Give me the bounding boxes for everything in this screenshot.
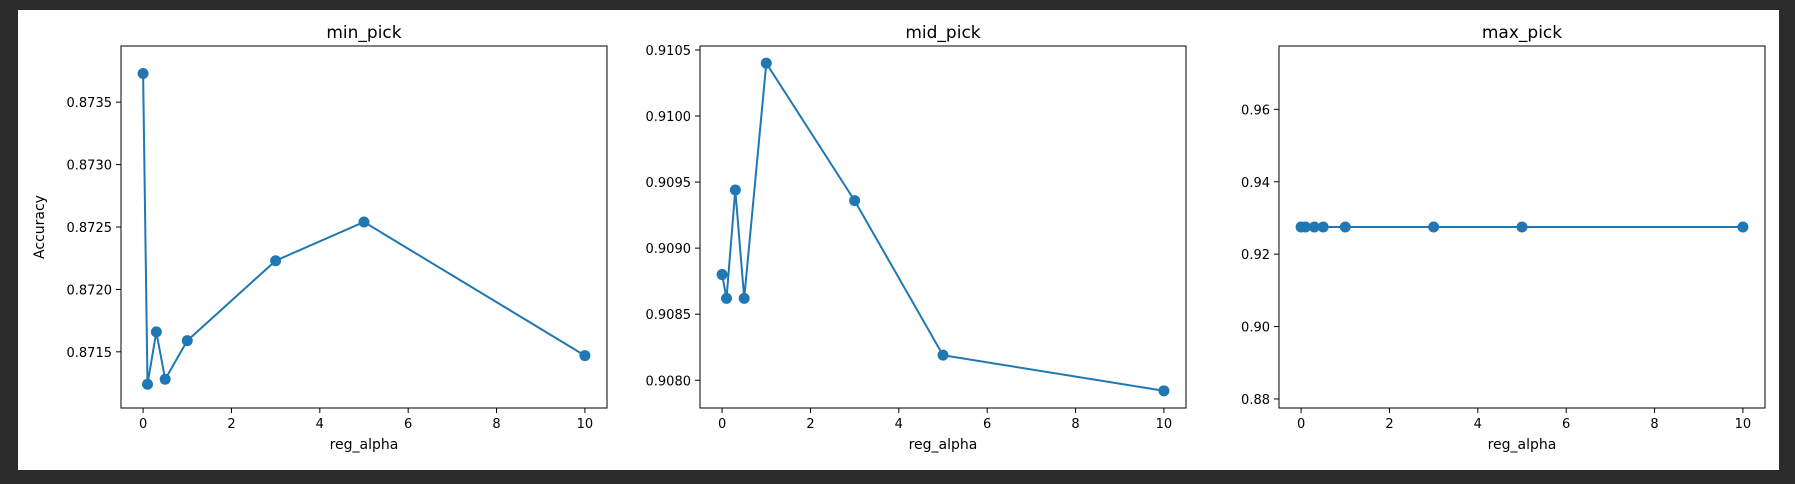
subplot-min-pick: min_pick 0 2 4 6 8 10 0.8715 0.8720 0.8725 0.8730 0…: [32, 23, 608, 453]
x-tick-label: 4: [895, 417, 903, 432]
data-point: [721, 292, 733, 304]
plot-frame: [1278, 45, 1766, 409]
data-point: [358, 216, 370, 228]
chart-title: min_pick: [326, 23, 401, 43]
y-tick-label: 0.94: [1241, 176, 1270, 191]
data-point: [1737, 221, 1749, 233]
y-tick-label: 0.9085: [646, 308, 692, 323]
x-tick-label: 2: [227, 417, 235, 432]
data-point: [729, 184, 741, 196]
data-point: [137, 67, 149, 79]
x-tick-label: 4: [316, 417, 324, 432]
data-point: [579, 350, 591, 362]
y-tick-label: 0.9095: [646, 176, 692, 191]
x-tick-label: 4: [1474, 417, 1482, 432]
y-tick-label: 0.8730: [67, 159, 113, 174]
y-tick-label: 0.9100: [646, 110, 692, 125]
data-point: [937, 349, 949, 361]
y-tick-label: 0.9105: [646, 44, 692, 59]
data-point: [1158, 385, 1170, 397]
figure: min_pick 0 2 4 6 8 10 0.8715 0.8720 0.8725 0.8730 0…: [18, 10, 1779, 470]
subplot-max-pick: max_pick 0 2 4 6 8 10 0.88 0.90 0.92 0.94 0.96 reg_a…: [1241, 23, 1766, 453]
x-tick-label: 0: [139, 417, 147, 432]
data-point: [1317, 221, 1329, 233]
series-line: [142, 73, 586, 385]
y-axis-label: Accuracy: [32, 195, 48, 259]
x-tick-label: 0: [1297, 417, 1305, 432]
chart-figure: min_pick 0 2 4 6 8 10 0.8715 0.8720 0.8725 0.8730 0…: [32, 23, 1766, 453]
data-point: [738, 292, 750, 304]
x-tick-label: 6: [404, 417, 412, 432]
data-point: [1516, 221, 1528, 233]
data-point: [181, 335, 193, 347]
x-tick-label: 8: [1650, 417, 1658, 432]
x-tick-label: 10: [1156, 417, 1173, 432]
y-tick-label: 0.8715: [67, 346, 113, 361]
x-axis-label: reg_alpha: [330, 437, 399, 453]
x-tick-label: 6: [983, 417, 991, 432]
x-tick-label: 10: [577, 417, 594, 432]
y-tick-label: 0.8735: [67, 96, 113, 111]
y-tick-label: 0.92: [1241, 248, 1270, 263]
data-point: [760, 57, 772, 69]
x-tick-label: 8: [1071, 417, 1079, 432]
data-point: [849, 195, 861, 207]
x-axis-label: reg_alpha: [909, 437, 978, 453]
plot-frame: [699, 45, 1187, 409]
data-point: [716, 269, 728, 281]
x-tick-label: 0: [718, 417, 726, 432]
x-tick-label: 6: [1562, 417, 1570, 432]
data-point: [159, 373, 171, 385]
x-tick-label: 10: [1735, 417, 1752, 432]
y-tick-label: 0.8725: [67, 221, 113, 236]
data-point: [1339, 221, 1351, 233]
data-point: [1300, 221, 1312, 233]
y-tick-label: 0.96: [1241, 103, 1270, 118]
y-tick-label: 0.90: [1241, 321, 1270, 336]
data-point: [150, 326, 162, 338]
x-tick-label: 2: [1385, 417, 1393, 432]
data-point: [142, 378, 154, 390]
y-tick-label: 0.9080: [646, 374, 692, 389]
series-line: [721, 60, 1165, 392]
chart-title: max_pick: [1482, 23, 1562, 43]
y-tick-label: 0.88: [1241, 393, 1270, 408]
subplot-mid-pick: mid_pick 0 2 4 6 8 10 0.9080 0.9085 0.9090 0.9095 0…: [646, 23, 1187, 453]
data-point: [1428, 221, 1440, 233]
y-tick-label: 0.9090: [646, 242, 692, 257]
y-tick-label: 0.8720: [67, 283, 113, 298]
x-tick-label: 2: [806, 417, 814, 432]
chart-title: mid_pick: [905, 23, 980, 43]
data-point: [270, 255, 282, 267]
x-tick-label: 8: [492, 417, 500, 432]
data-point: [1308, 221, 1320, 233]
x-axis-label: reg_alpha: [1488, 437, 1557, 453]
